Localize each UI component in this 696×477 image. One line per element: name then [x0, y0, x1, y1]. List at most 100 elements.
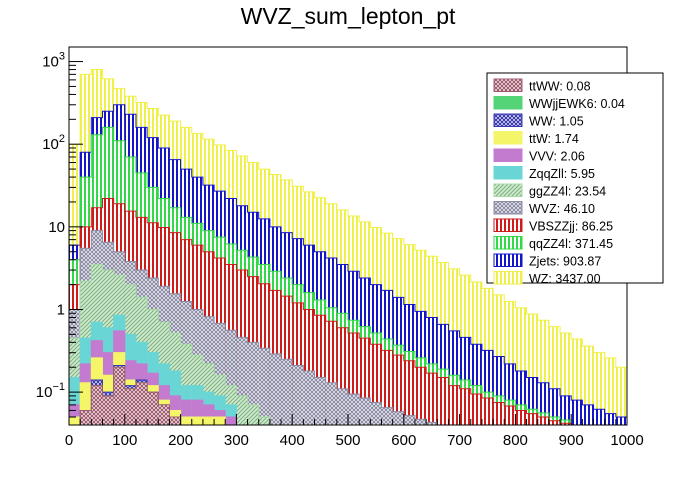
legend-entry: ttWW: 0.08: [493, 78, 591, 94]
histogram-bar: [426, 373, 438, 425]
histogram-outline: [68, 126, 572, 425]
legend-label: ttW: 1.74: [529, 132, 579, 146]
y-tick-base: 10: [42, 136, 59, 153]
histogram-bar: [191, 400, 203, 425]
histogram-bar: [225, 404, 237, 425]
histogram-bar: [214, 323, 226, 425]
legend-entry: VBSZZjj: 86.25: [493, 218, 613, 234]
histogram-bar: [281, 359, 293, 425]
histogram-bar: [560, 419, 572, 425]
histogram-bar: [314, 315, 326, 425]
histogram-bar: [515, 371, 527, 425]
histogram-bar: [336, 388, 348, 425]
legend-swatch: [493, 218, 523, 232]
y-tick-label: 10: [48, 219, 65, 236]
x-tick-label: 700: [447, 432, 472, 449]
histogram-bar: [69, 404, 81, 425]
histogram-bar: [493, 402, 505, 425]
x-tick-label: 800: [503, 432, 528, 449]
histogram-bar: [236, 395, 248, 425]
histogram-bar: [593, 352, 605, 425]
histogram-bar: [571, 338, 583, 425]
histogram-bar: [582, 404, 594, 425]
histogram-bar: [247, 342, 259, 425]
histogram-bar: [426, 422, 438, 425]
histogram-bar: [292, 302, 304, 425]
histogram-bar: [202, 416, 215, 425]
legend-entry: WZ: 3437.00: [493, 271, 601, 286]
legend-swatch: [493, 271, 523, 285]
y-tick-base: 1: [57, 301, 65, 318]
legend-swatch: [493, 201, 523, 215]
legend-swatch: [493, 166, 523, 180]
histogram-bar: [571, 400, 583, 425]
chart-title: WVZ_sum_lepton_pt: [241, 3, 456, 29]
histogram-bar: [481, 397, 494, 425]
y-tick-base: 10: [42, 54, 59, 71]
histogram-bar: [158, 404, 170, 425]
histogram-bar: [403, 415, 415, 425]
histogram-bar: [91, 385, 103, 425]
legend-swatch: [493, 131, 523, 145]
histogram-bar: [526, 314, 538, 425]
histogram-bar: [604, 413, 616, 425]
histogram-bar: [258, 416, 270, 425]
histogram-bar: [470, 344, 482, 425]
legend-swatch: [493, 113, 523, 127]
histogram-bar: [191, 416, 203, 425]
y-tick-label: 10−1: [36, 381, 65, 401]
histogram-bar: [348, 393, 360, 425]
x-tick-label: 500: [335, 432, 360, 449]
y-tick-label: 1: [57, 301, 65, 318]
x-tick-label: 400: [280, 432, 305, 449]
histogram-bar: [124, 388, 136, 425]
histogram-bar: [560, 423, 572, 425]
histogram-bar: [247, 404, 259, 425]
histogram-bar: [102, 395, 114, 425]
legend-label: WZ: 3437.00: [529, 272, 601, 286]
legend-entry: Zjets: 903.87: [493, 253, 601, 269]
histogram-bar: [370, 344, 382, 425]
x-tick-label: 200: [168, 432, 193, 449]
x-tick-label: 100: [112, 432, 137, 449]
legend-entry: WVZ: 46.10: [493, 201, 595, 216]
histogram-bar: [403, 360, 415, 425]
histogram-bar: [214, 416, 226, 425]
histogram-bar: [537, 416, 549, 425]
y-tick-base: 10: [36, 384, 53, 401]
histogram-bar: [258, 348, 270, 425]
histogram-bar: [414, 419, 427, 425]
histogram-bar: [314, 377, 326, 425]
legend-entry: ZqqZll: 5.95: [493, 166, 595, 181]
legend-entry: WW: 1.05: [493, 113, 584, 129]
histogram-bar: [292, 365, 304, 425]
legend-label: WVZ: 46.10: [529, 202, 595, 216]
histogram-bar: [548, 326, 561, 425]
y-tick-label: 102: [42, 133, 65, 153]
x-tick-label: 900: [559, 432, 584, 449]
histogram-bar: [504, 363, 516, 425]
legend-swatch: [493, 183, 523, 197]
histogram-bar: [113, 367, 125, 425]
histogram-bar: [493, 356, 505, 425]
histogram-bar: [448, 385, 460, 425]
legend-label: WW: 1.05: [529, 115, 584, 129]
histogram-bar: [437, 377, 449, 425]
histogram-bar: [202, 404, 215, 425]
legend-label: ZqqZll: 5.95: [529, 167, 595, 181]
histogram-bar: [303, 309, 315, 425]
legend-swatch: [493, 148, 523, 162]
histogram-bar: [180, 416, 192, 425]
histogram-bar: [225, 330, 237, 425]
legend-swatch: [493, 236, 523, 250]
legend-swatch: [493, 253, 523, 267]
histogram-bar: [381, 407, 393, 425]
y-tick-exponent: −1: [52, 381, 65, 393]
legend-label: VVV: 2.06: [529, 150, 585, 164]
axes: 0 100 200 300 400 500 600 700 800 900 100010−11101…: [36, 51, 644, 449]
legend-swatch: [493, 78, 523, 92]
histogram-bar: [80, 382, 92, 425]
y-tick-label: 103: [42, 51, 65, 71]
histogram-bar: [560, 395, 572, 425]
